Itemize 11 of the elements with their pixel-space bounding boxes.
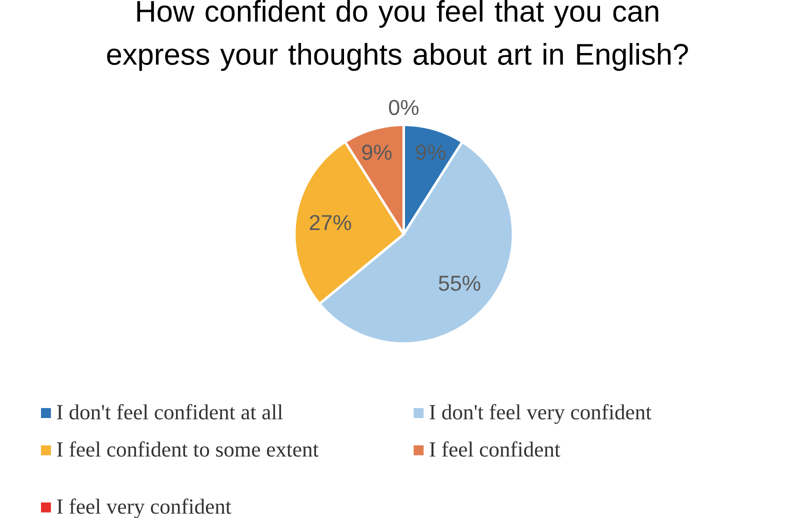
chart-title: How confident do you feel that you can express your thoughts about art in English? bbox=[107, 0, 688, 71]
data-label: 9% bbox=[416, 144, 446, 160]
legend-label: I feel confident to some extent bbox=[57, 441, 319, 457]
data-label: 27% bbox=[310, 214, 352, 230]
legend-label: I feel confident bbox=[430, 441, 560, 457]
legend-label: I don't feel very confident bbox=[430, 404, 652, 424]
text: 0% bbox=[388, 100, 419, 115]
legend-label: I don't feel confident at all bbox=[57, 404, 283, 420]
data-label: 55% bbox=[438, 276, 480, 291]
legend-label: I feel very confident bbox=[57, 498, 232, 518]
data-label: 9% bbox=[362, 144, 392, 160]
